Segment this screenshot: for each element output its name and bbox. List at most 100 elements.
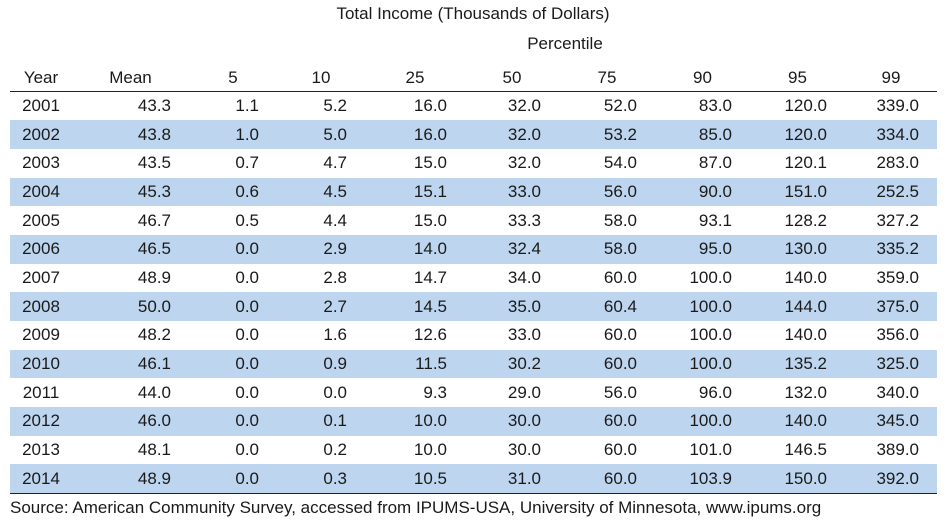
- cell-value: 48.9: [72, 464, 189, 494]
- cell-value: 29.0: [507, 382, 541, 402]
- col-header-p95: 95: [750, 60, 845, 92]
- cell-value: 12.6: [413, 325, 447, 345]
- cell-value: 0.0: [235, 267, 259, 287]
- table-row: 2009 48.2 0.0 1.6 12.6 33.0 60.0 100.0 140.0 356.…: [10, 321, 937, 350]
- table-row: 2007 48.9 0.0 2.8 14.7 34.0 60.0 100.0 140.0 359.…: [10, 264, 937, 293]
- cell-value: 96.0: [698, 382, 732, 402]
- cell-value: 30.0: [507, 411, 541, 431]
- cell-value: 58.0: [603, 210, 637, 230]
- cell-value: 0.3: [277, 464, 365, 494]
- cell-value: 0.7: [235, 153, 259, 173]
- table-row: 2010 46.1 0.0 0.9 11.5 30.2 60.0 100.0 135.2 325.…: [10, 349, 937, 379]
- cell-value: 32.4: [507, 239, 541, 259]
- cell-value: 10.5: [365, 464, 465, 494]
- cell-value: 389.0: [876, 440, 919, 460]
- col-header-p10: 10: [277, 60, 365, 92]
- cell-value: 52.0: [603, 96, 637, 116]
- cell-year: 2013: [22, 440, 60, 460]
- cell-value: 56.0: [603, 181, 637, 201]
- cell-value: 4.5: [323, 181, 347, 201]
- table-title: Total Income (Thousands of Dollars): [336, 4, 610, 23]
- cell-value: 103.9: [655, 464, 750, 494]
- col-header-year: Year: [10, 60, 72, 92]
- cell-value: 100.0: [689, 267, 732, 287]
- cell-year: 2007: [22, 267, 60, 287]
- cell-value: 140.0: [784, 267, 827, 287]
- cell-value: 43.5: [137, 153, 171, 173]
- source-note: Source: American Community Survey, acces…: [10, 498, 822, 517]
- cell-value: 0.0: [235, 382, 259, 402]
- cell-value: 85.0: [698, 124, 732, 144]
- cell-value: 325.0: [876, 354, 919, 374]
- cell-value: 0.0: [235, 411, 259, 431]
- cell-value: 15.0: [413, 153, 447, 173]
- cell-value: 375.0: [876, 296, 919, 316]
- cell-value: 35.0: [507, 296, 541, 316]
- cell-value: 146.5: [784, 440, 827, 460]
- cell-value: 334.0: [876, 124, 919, 144]
- cell-value: 335.2: [876, 239, 919, 259]
- cell-value: 128.2: [784, 210, 827, 230]
- cell-value: 45.3: [137, 181, 171, 201]
- cell-value: 10.0: [413, 411, 447, 431]
- cell-value: 48.1: [137, 440, 171, 460]
- cell-value: 60.0: [603, 354, 637, 374]
- cell-value: 14.7: [413, 267, 447, 287]
- cell-value: 53.2: [603, 124, 637, 144]
- cell-year: 2002: [22, 124, 60, 144]
- cell-value: 16.0: [413, 96, 447, 116]
- table-row: 2008 50.0 0.0 2.7 14.5 35.0 60.4 100.0 144.0 375.…: [10, 292, 937, 321]
- cell-value: 60.0: [603, 325, 637, 345]
- cell-value: 0.0: [235, 354, 259, 374]
- table-row: 2005 46.7 0.5 4.4 15.0 33.3 58.0 93.1 128.2 327.2: [10, 206, 937, 235]
- cell-value: 2.7: [323, 296, 347, 316]
- cell-year: 2006: [22, 239, 60, 259]
- cell-value: 10.0: [413, 440, 447, 460]
- cell-year: 2009: [22, 325, 60, 345]
- cell-value: 46.0: [137, 411, 171, 431]
- col-header-p90: 90: [655, 60, 750, 92]
- cell-value: 60.0: [603, 440, 637, 460]
- cell-value: 5.0: [323, 124, 347, 144]
- cell-value: 0.0: [235, 440, 259, 460]
- cell-value: 90.0: [698, 181, 732, 201]
- cell-value: 48.9: [137, 267, 171, 287]
- cell-value: 5.2: [323, 96, 347, 116]
- cell-year: 2010: [22, 354, 60, 374]
- cell-year: 2004: [22, 181, 60, 201]
- cell-value: 0.2: [323, 440, 347, 460]
- table-row: 2006 46.5 0.0 2.9 14.0 32.4 58.0 95.0 130.0 335.2: [10, 234, 937, 264]
- cell-year: 2003: [22, 153, 60, 173]
- cell-value: 15.1: [413, 181, 447, 201]
- cell-value: 120.0: [784, 96, 827, 116]
- cell-value: 0.9: [323, 354, 347, 374]
- income-table: Year Mean 5 10 25 50 75 90 95 99 2001 43.…: [10, 60, 937, 494]
- cell-value: 83.0: [698, 96, 732, 116]
- cell-value: 132.0: [784, 382, 827, 402]
- cell-value: 0.5: [235, 210, 259, 230]
- cell-value: 60.0: [603, 411, 637, 431]
- cell-value: 56.0: [603, 382, 637, 402]
- cell-value: 144.0: [784, 296, 827, 316]
- cell-year: 2014: [10, 464, 72, 494]
- cell-value: 340.0: [876, 382, 919, 402]
- cell-value: 4.4: [323, 210, 347, 230]
- col-header-p5: 5: [189, 60, 277, 92]
- cell-value: 33.3: [507, 210, 541, 230]
- col-header-p75: 75: [559, 60, 655, 92]
- cell-value: 33.0: [507, 325, 541, 345]
- cell-value: 46.7: [137, 210, 171, 230]
- cell-value: 33.0: [507, 181, 541, 201]
- col-header-mean: Mean: [72, 60, 189, 92]
- cell-value: 44.0: [137, 382, 171, 402]
- cell-value: 43.3: [137, 96, 171, 116]
- cell-value: 0.0: [235, 296, 259, 316]
- cell-value: 1.6: [323, 325, 347, 345]
- cell-value: 0.0: [189, 464, 277, 494]
- cell-value: 1.0: [235, 124, 259, 144]
- cell-value: 30.0: [507, 440, 541, 460]
- cell-value: 30.2: [507, 354, 541, 374]
- col-header-p99: 99: [845, 60, 937, 92]
- cell-value: 0.1: [323, 411, 347, 431]
